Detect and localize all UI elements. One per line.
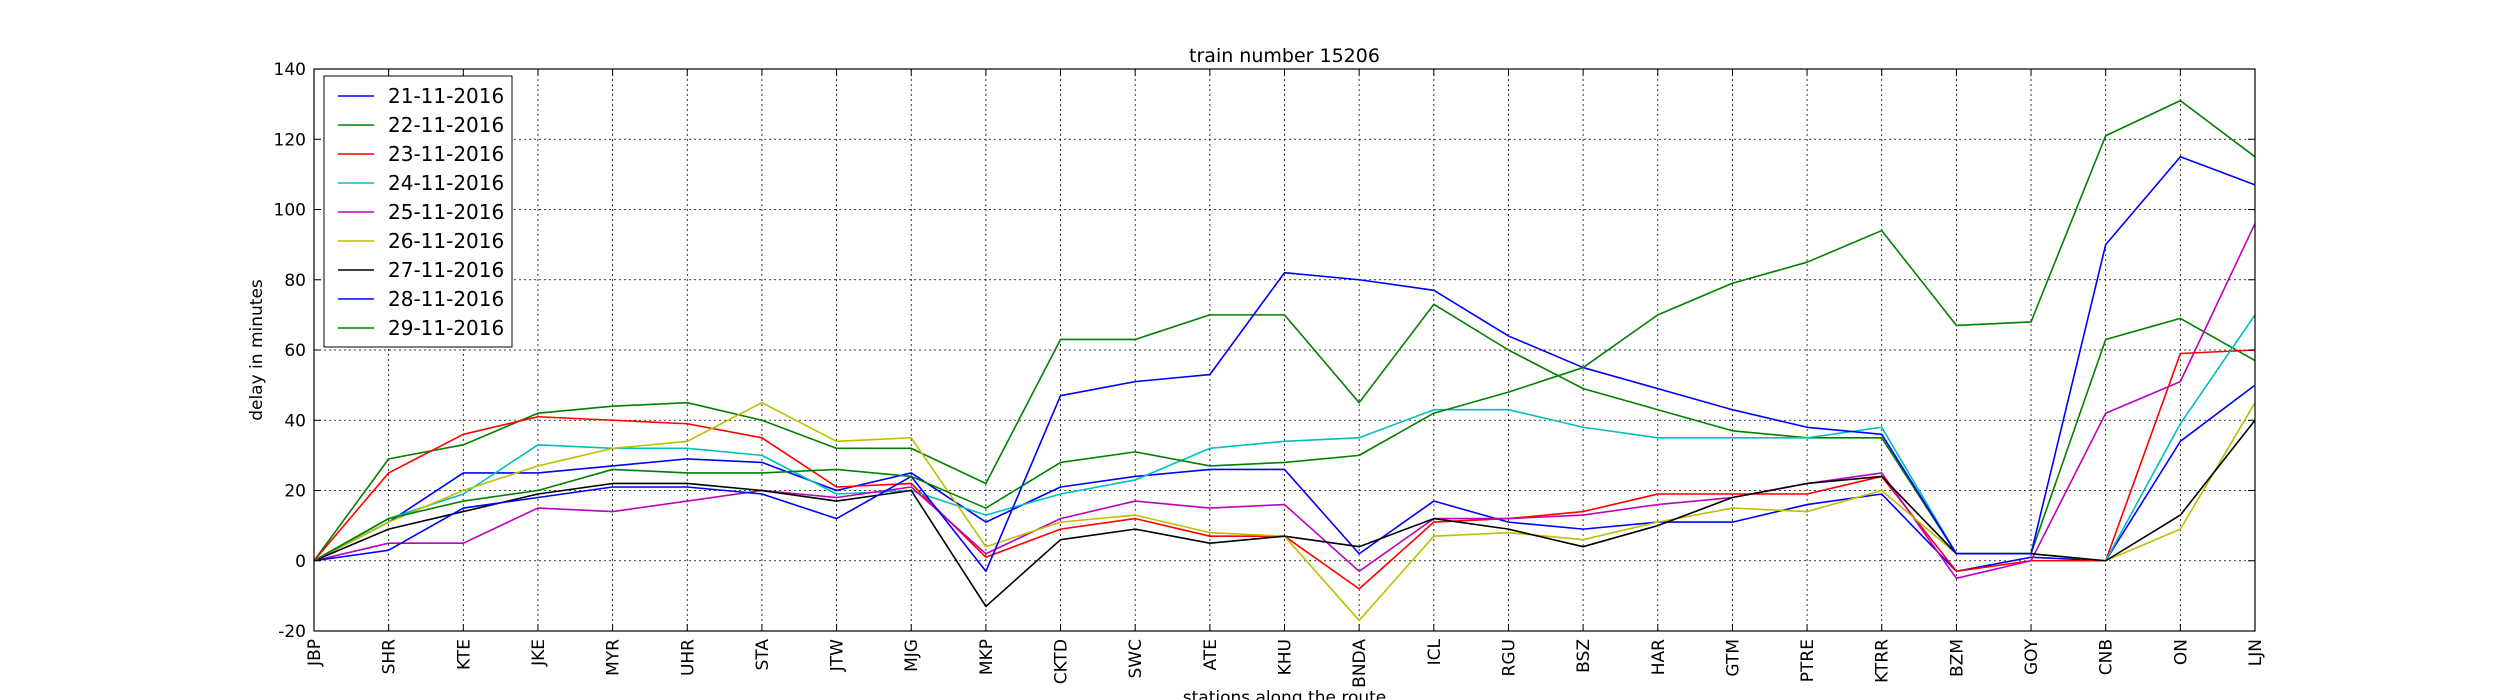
- x-tick-label: KHU: [1276, 639, 1296, 675]
- legend-label: 25-11-2016: [388, 200, 504, 224]
- x-tick-label: BSZ: [1574, 639, 1594, 673]
- x-tick-label: PTRE: [1798, 639, 1818, 682]
- x-tick-label: ATE: [1201, 639, 1221, 670]
- y-tick-label: 120: [274, 130, 306, 150]
- x-axis-ticks: JBP SHR KTE JKE MYR UHR STA JTW MJG MKP CKTD SWC ATE…: [305, 69, 2266, 688]
- x-tick-label: STA: [753, 639, 773, 671]
- x-tick-label: JTW: [828, 639, 848, 672]
- y-tick-label: -20: [278, 622, 306, 642]
- y-tick-label: 0: [295, 552, 306, 572]
- series-line-25-11-2016: [313, 223, 2256, 580]
- series-line-22-11-2016: [313, 303, 2256, 562]
- grid-lines: [313, 68, 2256, 632]
- x-tick-label: BNDA: [1350, 639, 1370, 688]
- series-line-28-11-2016: [313, 156, 2256, 573]
- series-line-24-11-2016: [313, 314, 2256, 562]
- x-tick-label: MJG: [902, 639, 922, 672]
- x-tick-label: CNB: [2097, 639, 2117, 675]
- y-tick-label: 20: [284, 482, 306, 502]
- x-tick-label: MYR: [604, 639, 624, 676]
- x-tick-label: LJN: [2246, 639, 2266, 666]
- x-tick-label: GTM: [1723, 639, 1743, 677]
- x-tick-label: SWC: [1126, 639, 1146, 678]
- y-tick-label: 60: [284, 341, 306, 361]
- y-tick-label: 40: [284, 411, 306, 431]
- x-tick-label: UHR: [678, 639, 698, 676]
- legend-label: 27-11-2016: [388, 258, 504, 282]
- y-tick-label: 80: [284, 271, 306, 291]
- x-tick-label: JBP: [305, 639, 325, 667]
- y-tick-label: 140: [274, 60, 306, 80]
- legend-label: 28-11-2016: [388, 287, 504, 311]
- x-tick-label: GOY: [2022, 638, 2042, 675]
- legend-label: 21-11-2016: [388, 84, 504, 108]
- legend: 21-11-2016 22-11-2016 23-11-2016 24-11-2016…: [323, 75, 513, 348]
- x-tick-label: BZM: [1947, 639, 1967, 677]
- series-line-21-11-2016: [313, 384, 2256, 573]
- series-line-29-11-2016: [313, 99, 2256, 562]
- x-tick-label: MKP: [977, 639, 997, 675]
- x-tick-label: SHR: [380, 639, 400, 675]
- x-tick-label: JKE: [529, 639, 549, 667]
- legend-label: 24-11-2016: [388, 171, 504, 195]
- chart-title: train number 15206: [1189, 45, 1380, 67]
- y-axis-ticks: -20 0 20 40 60 80 100 120 140: [274, 60, 2255, 642]
- x-tick-label: RGU: [1499, 639, 1519, 676]
- series-line-27-11-2016: [313, 419, 2256, 608]
- x-tick-label: ICL: [1425, 638, 1445, 665]
- x-tick-label: KTE: [454, 639, 474, 670]
- legend-label: 29-11-2016: [388, 316, 504, 340]
- x-tick-label: CKTD: [1052, 639, 1072, 684]
- x-tick-label: ON: [2171, 639, 2191, 665]
- legend-label: 26-11-2016: [388, 229, 504, 253]
- y-axis-label: delay in minutes: [247, 279, 267, 421]
- x-axis-label: stations along the route: [1183, 688, 1387, 700]
- legend-label: 23-11-2016: [388, 142, 504, 166]
- x-tick-label: KTRR: [1873, 639, 1893, 683]
- legend-label: 22-11-2016: [388, 113, 504, 137]
- series-lines: [313, 99, 2256, 622]
- y-tick-label: 100: [274, 201, 306, 221]
- x-tick-label: HAR: [1649, 639, 1669, 675]
